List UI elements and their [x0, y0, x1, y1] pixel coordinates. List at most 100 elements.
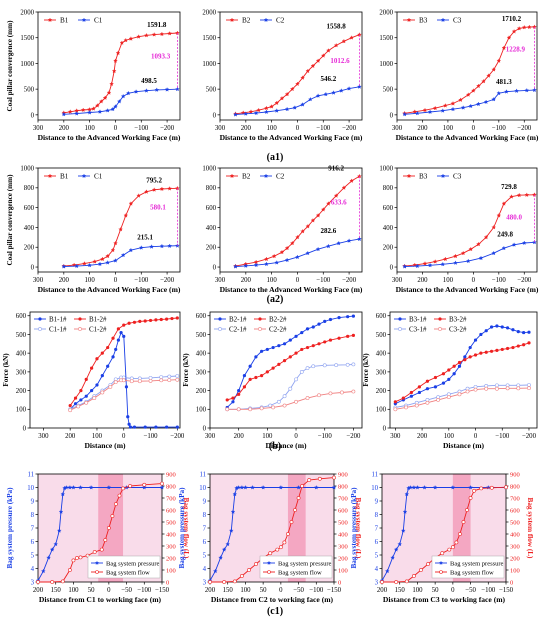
chart-panel-a2-2: 300 200 100 0 −100 −20002004006008001000Dista… [202, 164, 362, 294]
x-tick-label: 0 [296, 125, 300, 132]
data-point [501, 45, 507, 50]
y-tick-label: 1000 [379, 165, 393, 172]
data-point [501, 245, 507, 251]
data-point [524, 87, 530, 93]
data-point [247, 568, 251, 572]
y-tick-label: 11 [27, 471, 34, 478]
y2-tick-label: 900 [166, 471, 176, 478]
data-point [294, 399, 298, 404]
annotation-difference: 1012.6 [330, 57, 350, 65]
data-point [138, 319, 142, 323]
data-point [260, 485, 266, 490]
data-point [282, 394, 287, 399]
y-tick-label: 0 [383, 425, 387, 432]
data-point [333, 193, 339, 198]
y2-tick-label: 600 [510, 507, 520, 514]
data-point [100, 256, 105, 262]
data-point [143, 425, 147, 429]
data-point [113, 240, 118, 246]
x-tick-label: 200 [59, 125, 70, 132]
data-point [110, 514, 115, 518]
legend-label: B2 [242, 173, 251, 181]
data-point [504, 89, 509, 94]
y-axis-label: Bag system pressure (kPa) [6, 487, 14, 569]
data-point [300, 484, 305, 488]
data-point [160, 481, 164, 486]
data-point [231, 396, 235, 400]
y2-tick-label: 200 [510, 555, 520, 562]
data-point [351, 389, 356, 394]
annotation-value: 215.1 [137, 234, 153, 242]
data-point [50, 580, 55, 584]
data-point [305, 250, 311, 256]
y-tick-label: 6 [31, 539, 35, 546]
x-axis-label: Distance from C1 to working face (m) [39, 595, 162, 604]
y-tick-label: 1500 [202, 35, 216, 42]
data-point [142, 482, 147, 487]
legend-marker [78, 317, 82, 321]
legend-marker [94, 560, 100, 565]
data-point [339, 88, 344, 93]
data-point [115, 50, 121, 56]
data-point [231, 400, 235, 404]
plot-frame [396, 11, 538, 121]
data-point [237, 392, 241, 396]
data-point [491, 67, 496, 72]
data-point [284, 91, 290, 97]
data-point [346, 86, 352, 91]
data-point [120, 252, 126, 258]
data-point [117, 99, 122, 104]
data-point [159, 243, 165, 249]
legend-label: C1 [94, 173, 103, 181]
data-point [95, 383, 99, 387]
data-point [71, 485, 76, 490]
data-point [232, 491, 238, 497]
chart-panel-a2-3: 300 200 100 0 −100 −20002004006008001000Dista… [379, 165, 538, 294]
data-point [60, 491, 66, 497]
data-point [411, 574, 416, 578]
data-point [167, 31, 172, 36]
y-tick-label: 3 [203, 579, 207, 586]
legend-label: B2 [242, 17, 251, 25]
y-tick-label: 600 [16, 313, 27, 320]
data-point [351, 362, 356, 367]
data-point [239, 574, 244, 578]
data-point [254, 375, 258, 380]
data-point [314, 485, 319, 490]
data-point [484, 386, 489, 391]
data-point [294, 334, 298, 338]
data-point [68, 408, 73, 413]
data-point [506, 346, 510, 351]
data-point [167, 378, 172, 383]
data-point [453, 253, 458, 259]
x-tick-label: −50 [121, 587, 132, 594]
data-point [483, 234, 489, 240]
data-point [385, 568, 390, 574]
data-point [315, 213, 321, 218]
y2-tick-label: 300 [166, 543, 176, 550]
data-point [154, 425, 158, 429]
legend: B2 C2 [226, 173, 285, 181]
data-point [522, 330, 526, 335]
data-point [457, 364, 462, 368]
data-point [415, 110, 420, 116]
data-point [113, 258, 118, 263]
y-tick-label: 0 [390, 112, 394, 119]
data-point [276, 399, 281, 404]
data-point [516, 192, 522, 198]
legend-marker [440, 173, 446, 178]
y-tick-label: 500 [383, 87, 394, 94]
x-tick-label: −100 [134, 125, 149, 132]
y-tick-label: 1500 [20, 35, 34, 42]
legend-label: B3 [419, 173, 428, 181]
data-point [516, 344, 520, 348]
data-point [36, 580, 40, 584]
chart-panel-a2-1: 300 200 100 0 −100 −20002004006008001000Dista… [6, 165, 181, 294]
data-point [432, 105, 438, 111]
data-point [489, 325, 494, 329]
legend-label: Bag system flow [450, 569, 494, 576]
data-point [143, 319, 147, 323]
data-point [127, 321, 131, 325]
data-point [516, 386, 521, 391]
data-point [117, 493, 122, 498]
